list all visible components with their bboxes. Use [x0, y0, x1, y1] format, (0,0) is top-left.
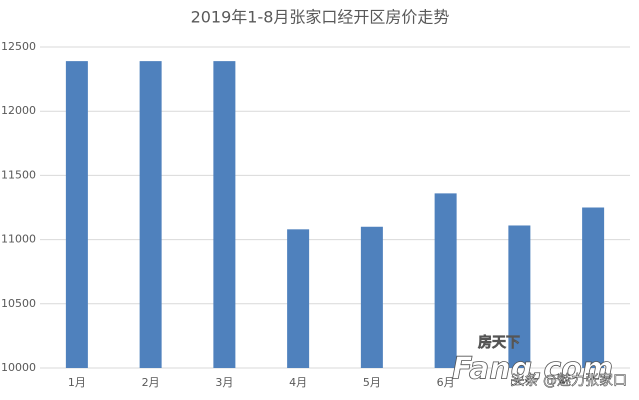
watermark-account: 头条 @魅力张家口: [511, 372, 627, 389]
bar: [508, 225, 531, 368]
bar: [287, 229, 310, 368]
y-tick-label: 11500: [1, 168, 36, 181]
y-tick-label: 12000: [1, 104, 36, 117]
bar: [360, 226, 383, 368]
bar: [65, 61, 88, 369]
bar: [213, 61, 236, 369]
x-tick-label: 6月: [437, 376, 455, 389]
x-tick-label: 4月: [289, 376, 307, 389]
x-tick-label: 5月: [363, 376, 381, 389]
x-tick-label: 2月: [142, 376, 160, 389]
bar: [434, 193, 457, 368]
y-tick-label: 10500: [1, 297, 36, 310]
bar: [139, 61, 162, 369]
watermark-site: Fang.com: [452, 352, 613, 387]
x-tick-label: 1月: [68, 376, 86, 389]
y-tick-label: 12500: [1, 40, 36, 53]
x-tick-label: 3月: [215, 376, 233, 389]
y-tick-label: 11000: [1, 233, 36, 246]
bar: [582, 207, 605, 368]
watermark-logo: 房天下: [478, 334, 520, 351]
chart-title: 2019年1-8月张家口经开区房价走势: [191, 8, 450, 27]
y-tick-label: 10000: [1, 361, 36, 374]
